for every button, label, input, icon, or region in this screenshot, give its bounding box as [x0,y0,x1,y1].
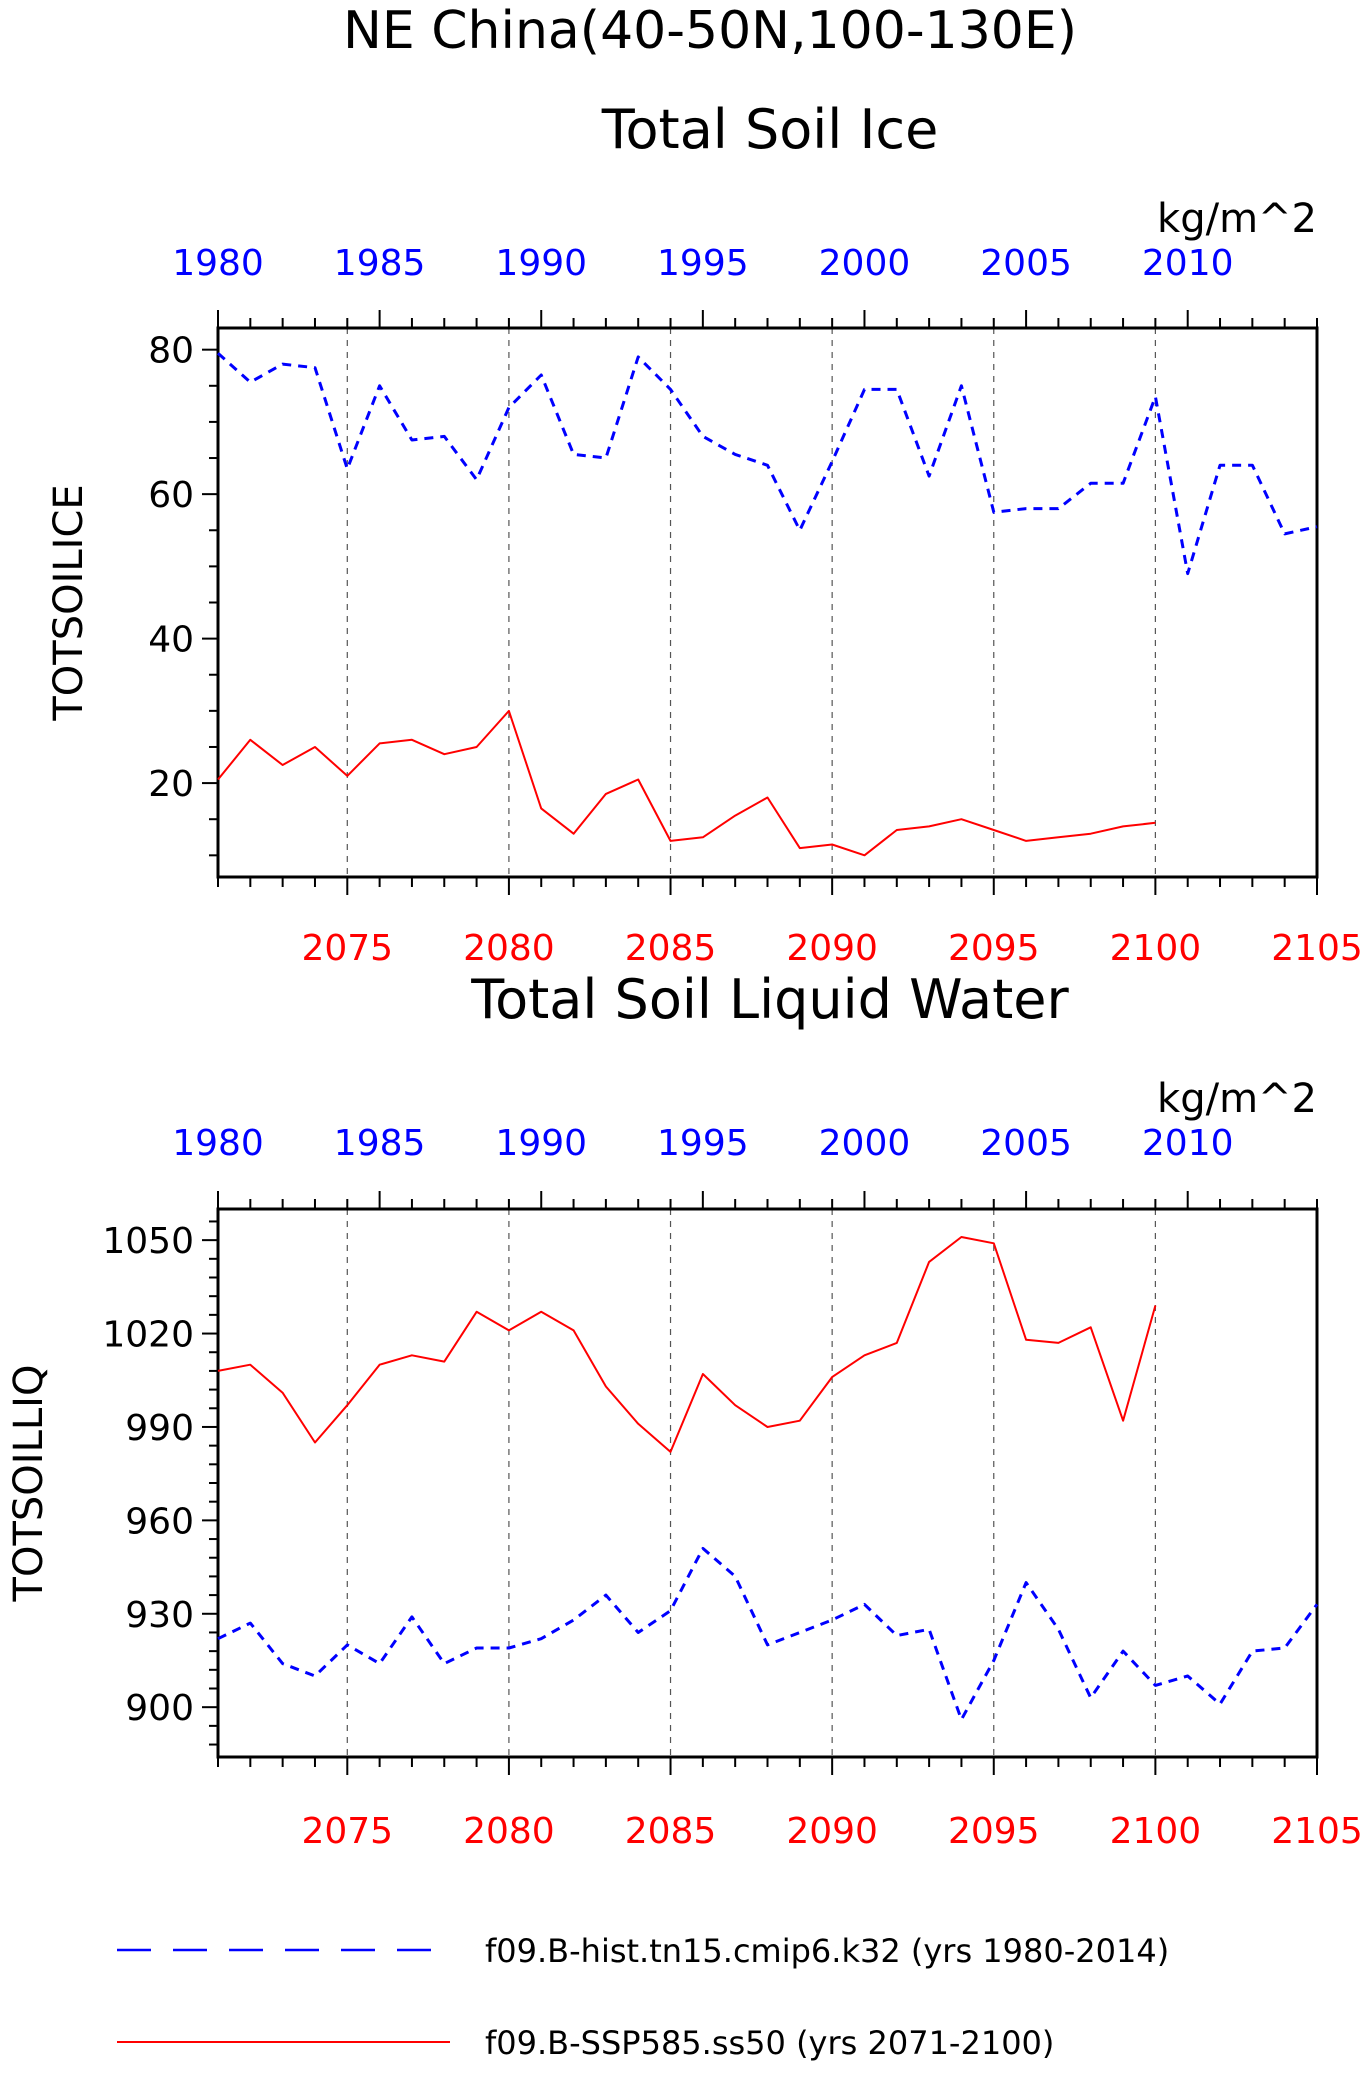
y-tick-label: 20 [148,764,194,805]
top-tick-label: 1985 [334,243,426,284]
top-tick-label: 1980 [172,243,264,284]
y-tick-label: 80 [148,331,194,372]
series-ssp-line [217,1236,1157,1453]
bottom-tick-label: 2080 [463,1811,555,1852]
top-tick-label: 1995 [657,243,749,284]
bottom-tick-label: 2100 [1110,1811,1202,1852]
figure-title: NE China(40-50N,100-130E) [343,1,1077,61]
y-tick-label: 60 [148,475,194,516]
series-hist-line [216,352,1318,576]
top-tick-label: 1980 [172,1123,264,1164]
bottom-tick-label: 2085 [625,928,717,969]
bottom-tick-label: 2105 [1271,1811,1363,1852]
panel-title: Total Soil Liquid Water [470,968,1069,1031]
bottom-tick-label: 2100 [1110,928,1202,969]
top-tick-label: 2010 [1142,1123,1234,1164]
series-ssp-line [217,709,1156,857]
top-tick-label: 2000 [819,243,911,284]
y-axis-label: TOTSOILICE [46,484,92,721]
y-tick-label: 1020 [102,1315,194,1356]
bottom-tick-label: 2085 [625,1811,717,1852]
top-tick-label: 1995 [657,1123,749,1164]
bottom-tick-label: 2080 [463,928,555,969]
legend-ssp-label: f09.B-SSP585.ss50 (yrs 2071-2100) [485,2024,1054,2062]
panel-total-soil-ice: Total Soil Ice kg/m^2 TOTSOILICE 20 40 60 80 19… [46,98,1363,969]
y-tick-label: 930 [125,1595,194,1636]
bottom-tick-label: 2090 [786,1811,878,1852]
top-tick-label: 1990 [495,243,587,284]
legend: f09.B-hist.tn15.cmip6.k32 (yrs 1980-2014… [117,1932,1169,2062]
top-tick-label: 2005 [980,243,1072,284]
y-axis-label: TOTSOILLIQ [6,1365,52,1603]
plot-frame [216,1207,1319,1759]
y-tick-label: 40 [148,620,194,661]
panel-total-soil-liquid-water: Total Soil Liquid Water kg/m^2 TOTSOILLIQ 9… [6,968,1363,1852]
units-label: kg/m^2 [1157,196,1317,242]
series-hist-line [217,1546,1319,1722]
top-tick-label: 1990 [495,1123,587,1164]
bottom-tick-label: 2095 [948,1811,1040,1852]
bottom-tick-label: 2075 [301,1811,393,1852]
y-tick-label: 990 [125,1408,194,1449]
top-tick-label: 1985 [334,1123,426,1164]
plot-frame [216,326,1319,879]
bottom-tick-label: 2090 [786,928,878,969]
y-tick-label: 960 [125,1501,194,1542]
bottom-tick-label: 2095 [948,928,1040,969]
top-tick-label: 2005 [980,1123,1072,1164]
units-label: kg/m^2 [1157,1076,1317,1122]
bottom-tick-label: 2105 [1271,928,1363,969]
top-tick-label: 2010 [1142,243,1234,284]
y-tick-label: 1050 [102,1221,194,1262]
top-tick-label: 2000 [819,1123,911,1164]
bottom-tick-label: 2075 [301,928,393,969]
y-tick-label: 900 [125,1688,194,1729]
panel-title: Total Soil Ice [601,98,939,161]
legend-hist-label: f09.B-hist.tn15.cmip6.k32 (yrs 1980-2014… [485,1932,1169,1970]
